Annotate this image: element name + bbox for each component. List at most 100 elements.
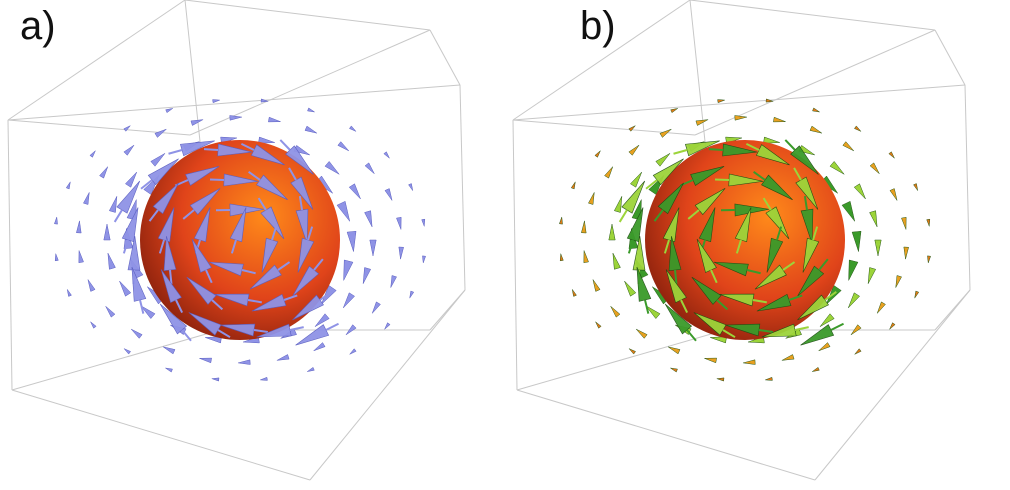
field-arrow xyxy=(604,166,614,179)
box-edge xyxy=(934,289,971,331)
arrow-shaft xyxy=(782,261,796,271)
arrow-shaft xyxy=(687,209,700,220)
field-arrow xyxy=(364,162,375,174)
field-arrow xyxy=(853,183,866,200)
arrow-shaft xyxy=(211,299,224,311)
box-edge xyxy=(7,84,461,121)
arrow-shaft xyxy=(175,299,184,314)
arrow-shaft xyxy=(209,178,225,181)
field-arrow xyxy=(825,285,842,305)
field-arrow xyxy=(409,290,415,299)
arrow-shaft xyxy=(122,239,129,254)
field-arrow xyxy=(54,216,58,225)
field-arrow xyxy=(211,377,220,382)
field-arrow xyxy=(841,200,855,222)
field-arrow xyxy=(667,346,681,355)
arrow-shaft xyxy=(803,196,808,211)
field-arrow xyxy=(349,348,357,355)
field-arrow xyxy=(212,99,220,104)
arrow-shaft xyxy=(271,226,278,241)
field-arrow xyxy=(765,98,774,103)
field-arrow xyxy=(927,255,931,264)
field-arrow xyxy=(123,125,131,132)
field-arrow xyxy=(396,216,402,230)
field-arrow xyxy=(337,141,349,152)
arrow-shaft xyxy=(653,209,664,222)
field-arrow xyxy=(105,306,116,318)
field-arrow xyxy=(734,115,747,121)
vector-field-plot-a xyxy=(7,0,466,481)
field-arrow xyxy=(608,223,616,241)
field-arrow xyxy=(895,275,902,288)
field-arrow xyxy=(636,328,648,339)
box-edge xyxy=(512,119,518,391)
arrow-shaft xyxy=(288,167,297,181)
field-arrow xyxy=(89,150,96,158)
field-arrow xyxy=(123,348,131,355)
field-arrow xyxy=(763,136,780,144)
field-arrow xyxy=(842,141,854,152)
arrow-shaft xyxy=(735,239,742,254)
arrow-shaft xyxy=(139,299,145,314)
arrow-shaft xyxy=(158,239,165,254)
field-arrow xyxy=(190,119,204,126)
field-arrow xyxy=(66,289,72,297)
field-arrow xyxy=(165,108,173,114)
field-arrow xyxy=(628,125,636,132)
field-arrow xyxy=(695,119,709,126)
field-arrow xyxy=(913,183,919,191)
field-arrow xyxy=(581,220,587,234)
field-arrow xyxy=(914,290,920,299)
arrow-shaft xyxy=(205,269,213,284)
field-arrow xyxy=(313,342,326,352)
field-arrow xyxy=(238,359,251,365)
field-arrow xyxy=(229,115,242,121)
field-arrow xyxy=(99,166,109,179)
field-arrow xyxy=(874,239,882,257)
field-arrow xyxy=(659,128,672,138)
arrow-shaft xyxy=(257,197,267,211)
field-arrow xyxy=(851,230,862,252)
arrow-shaft xyxy=(168,149,183,155)
field-arrow xyxy=(850,324,862,336)
panel-b: b) xyxy=(505,0,1010,490)
field-arrow xyxy=(819,313,835,327)
box-edge xyxy=(7,119,13,391)
field-arrow xyxy=(383,151,390,159)
field-arrow xyxy=(592,279,601,292)
arrow-shaft xyxy=(758,329,773,334)
panel-label-a: a) xyxy=(20,4,56,48)
front-arrow-field xyxy=(113,139,339,346)
field-arrow xyxy=(154,128,167,138)
arrow-shaft xyxy=(140,179,153,190)
arrow-shaft xyxy=(113,209,123,223)
field-arrow xyxy=(583,250,589,264)
field-arrow xyxy=(848,259,859,281)
field-arrow xyxy=(889,322,896,330)
arrow-shaft xyxy=(674,269,678,285)
arrow-shaft xyxy=(313,258,324,271)
field-arrow xyxy=(268,116,281,123)
arrow-shaft xyxy=(784,139,796,151)
arrow-shaft xyxy=(307,226,314,241)
vector-field-plot-b xyxy=(512,0,971,481)
field-arrow xyxy=(108,196,118,213)
arrow-shaft xyxy=(793,167,802,181)
arrow-shaft xyxy=(818,258,829,271)
field-arrow xyxy=(570,181,576,190)
field-arrow xyxy=(343,292,355,309)
field-arrow xyxy=(123,144,135,156)
field-arrow xyxy=(369,239,377,257)
field-arrow xyxy=(258,136,275,144)
field-arrow xyxy=(65,181,71,190)
field-arrow xyxy=(613,196,623,213)
arrow-shaft xyxy=(812,226,819,241)
arrow-shaft xyxy=(716,299,729,311)
field-arrow xyxy=(384,188,393,201)
arrow-shaft xyxy=(645,179,658,190)
box-edge xyxy=(11,329,221,391)
field-arrow xyxy=(628,144,640,156)
arrow-shaft xyxy=(298,196,303,211)
arrow-shaft xyxy=(241,269,256,275)
field-arrow xyxy=(362,267,372,284)
